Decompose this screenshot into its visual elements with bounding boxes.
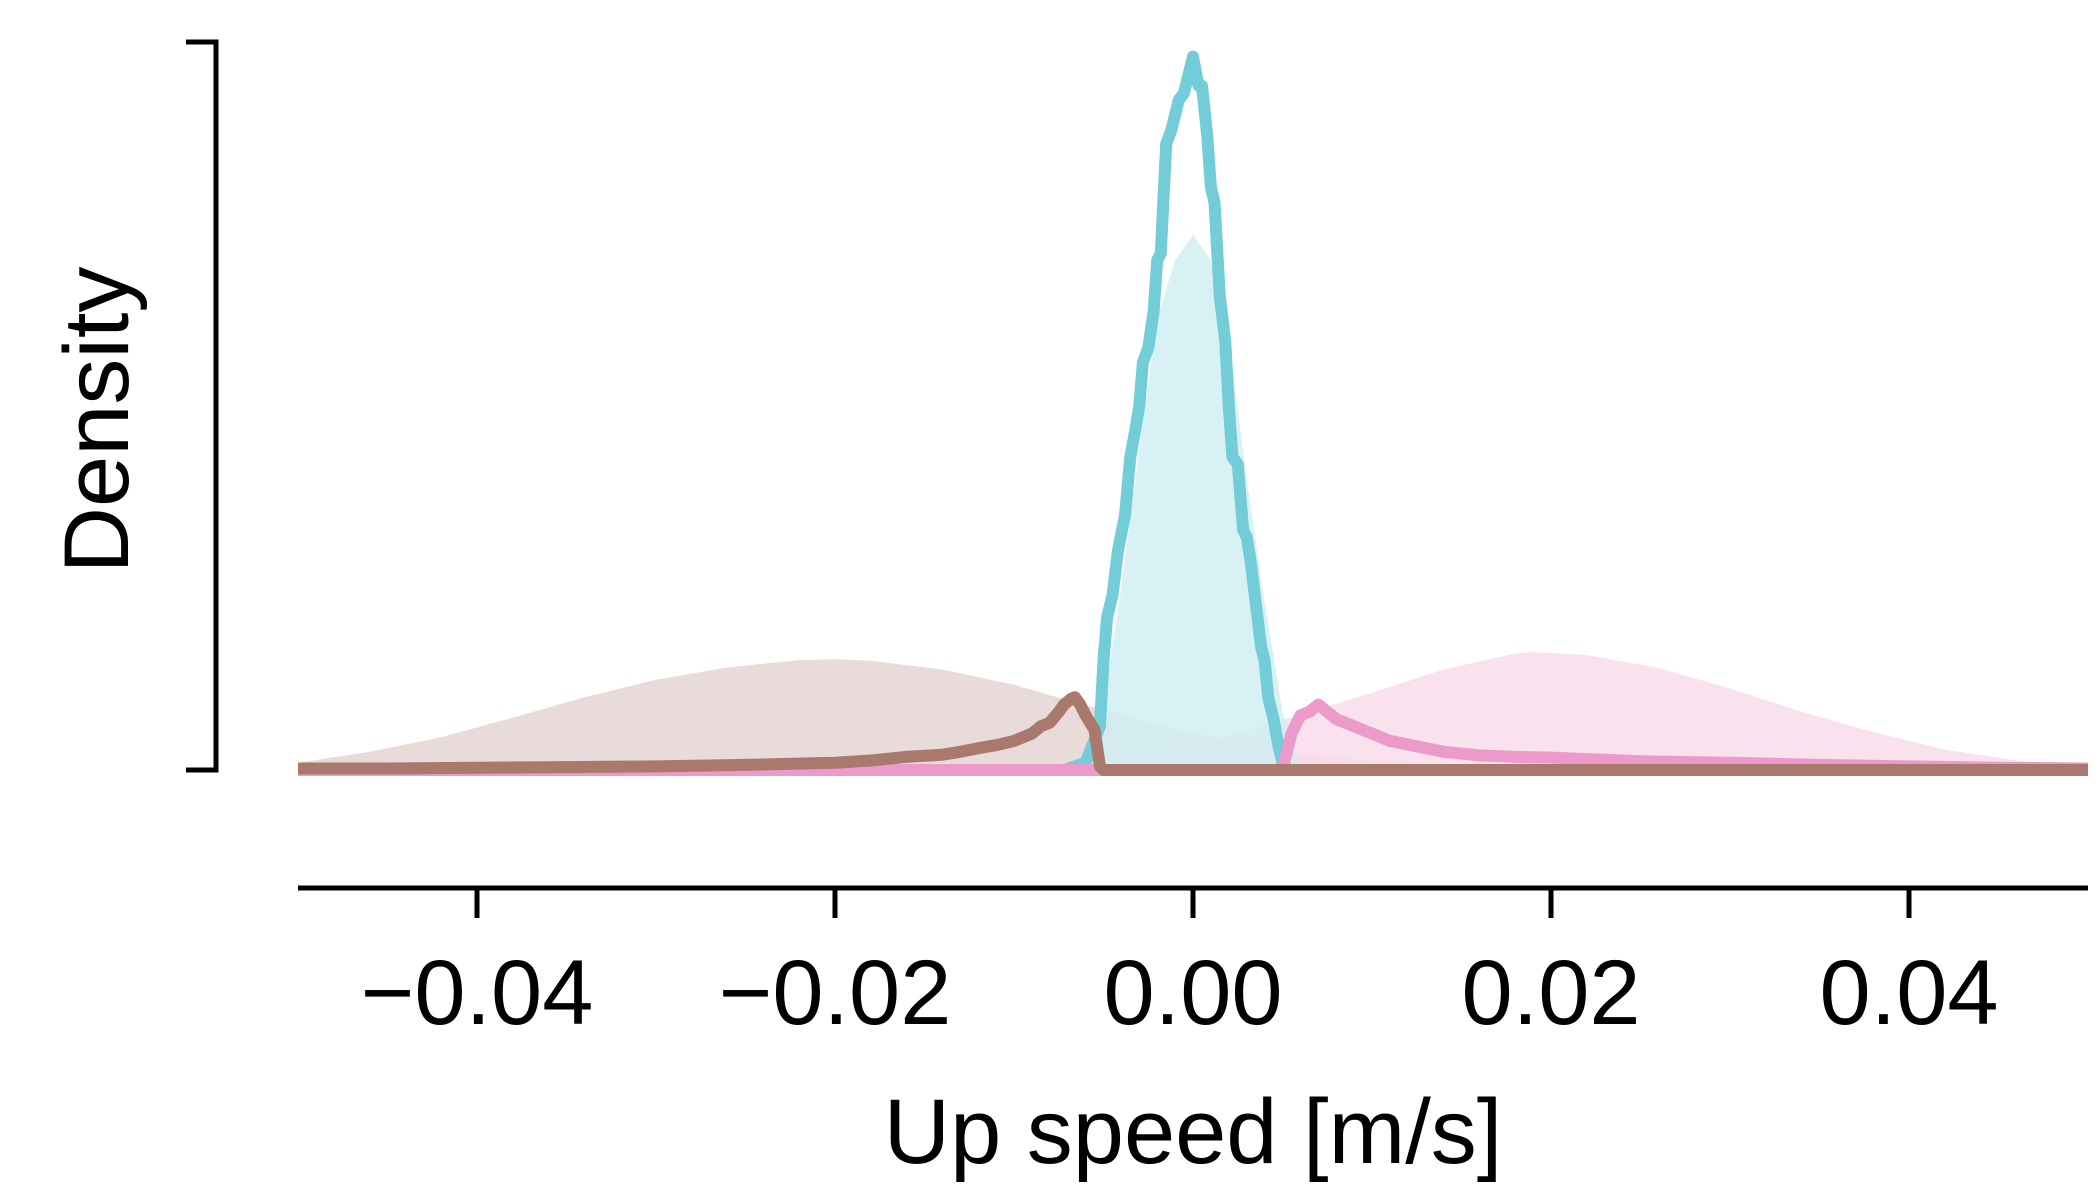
x-tick-label: 0.04 — [1819, 942, 1998, 1044]
density-area-2 — [298, 234, 2088, 770]
x-tick-label: −0.04 — [361, 942, 594, 1044]
x-tick-label: −0.02 — [719, 942, 952, 1044]
histogram-line-3 — [298, 50, 2088, 776]
density-area-1 — [298, 652, 2088, 770]
y-axis-title: Density — [46, 267, 148, 574]
histogram-line-5 — [298, 691, 2088, 776]
density-area-0 — [298, 659, 2088, 770]
x-tick-label: 0.00 — [1103, 942, 1282, 1044]
series-layer — [298, 50, 2089, 776]
x-tick-label: 0.02 — [1461, 942, 1640, 1044]
x-axis-title: Up speed [m/s] — [884, 1081, 1503, 1183]
y-axis-line — [186, 39, 219, 773]
histogram-line-4 — [298, 698, 2089, 776]
x-axis-ticks: −0.04 −0.02 0.00 0.02 0.04 — [361, 888, 1999, 1044]
